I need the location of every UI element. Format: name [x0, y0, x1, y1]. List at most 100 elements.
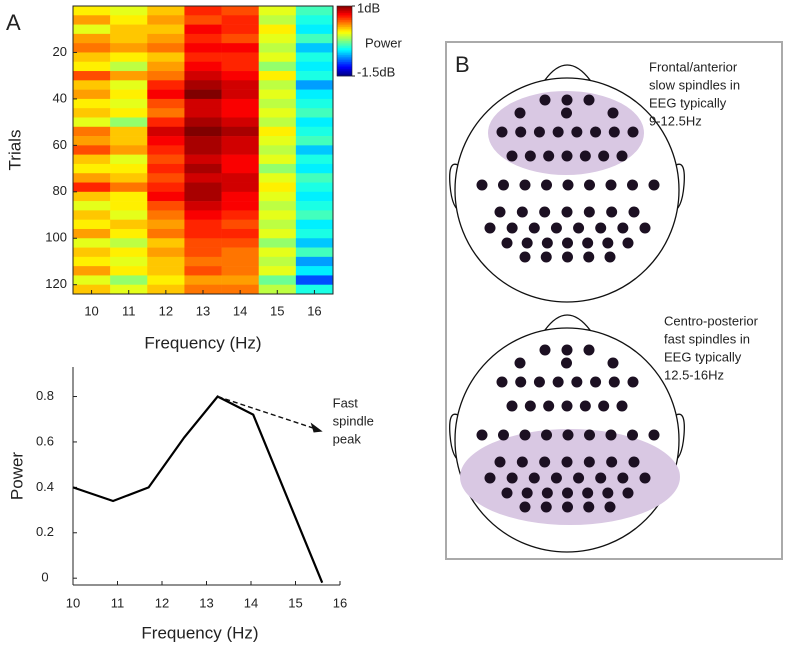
x-tick-label: 11 [111, 595, 125, 610]
arrow-head [310, 422, 323, 433]
heatmap-cell [147, 210, 185, 220]
heatmap-cell [73, 80, 111, 90]
heatmap-cell [184, 219, 222, 230]
electrode [608, 376, 620, 388]
heatmap-cell [221, 247, 260, 258]
electrode [573, 472, 585, 484]
heatmap-cell [184, 117, 222, 128]
colorbar-step [337, 7, 352, 10]
colorbar-step [337, 39, 352, 42]
heatmap-cell [221, 210, 260, 220]
electrode [543, 400, 555, 412]
heatmap-cell [295, 33, 334, 44]
heatmap-cell [73, 228, 111, 239]
electrode [648, 179, 660, 191]
colorbar-step [337, 27, 352, 30]
heatmap-cell [147, 61, 185, 72]
electrode [583, 94, 595, 106]
heatmap-cell [147, 275, 185, 286]
electrode [521, 237, 533, 249]
heatmap-cell [184, 108, 222, 118]
electrode [519, 429, 531, 441]
heatmap-cell [110, 201, 148, 211]
heatmap-cell [295, 89, 334, 100]
electrode [514, 357, 526, 369]
annotation: spindle [333, 413, 374, 428]
electrode [539, 206, 551, 218]
heatmap-cell [184, 266, 222, 276]
panel-label: B [455, 52, 470, 77]
heatmap-cell [295, 24, 334, 35]
heatmap-cell [73, 182, 111, 193]
heatmap-cell [184, 163, 222, 174]
heatmap-cell [73, 145, 111, 155]
heatmap-cell [258, 219, 297, 230]
heatmap-cell [110, 98, 148, 109]
electrode [606, 456, 618, 468]
electrode [583, 501, 595, 513]
electrode [604, 501, 616, 513]
heatmap-cell [295, 219, 334, 230]
heatmap-cell [110, 43, 148, 53]
x-tick-label: 13 [196, 303, 210, 318]
heatmap-cell [73, 71, 111, 81]
heatmap-cell [295, 210, 334, 220]
heatmap-cell [184, 33, 222, 44]
heatmap-cell [258, 80, 297, 90]
electrode [506, 400, 518, 412]
colorbar-step [337, 49, 352, 52]
heatmap-cell [184, 284, 222, 295]
heatmap-cell [184, 182, 222, 193]
heatmap-cell [258, 24, 297, 35]
head-note: fast spindles in [664, 331, 750, 346]
electrode [582, 237, 594, 249]
heatmap-cell [295, 52, 334, 63]
electrode [583, 251, 595, 263]
heatmap-cell [295, 275, 334, 286]
electrode [562, 237, 573, 249]
head-note: 9-12.5Hz [649, 113, 702, 128]
heatmap-cell [110, 275, 148, 286]
electrode [595, 222, 607, 234]
electrode [539, 456, 551, 468]
electrode [498, 429, 509, 441]
electrode [605, 179, 617, 191]
heatmap-cell [147, 284, 185, 295]
electrode [494, 206, 506, 218]
colorbar-step [337, 28, 352, 31]
colorbar-step [337, 62, 352, 65]
x-axis-label: Frequency (Hz) [144, 333, 261, 352]
heatmap-cell [147, 145, 185, 155]
y-tick-label: 60 [53, 137, 67, 152]
x-tick-label: 14 [244, 595, 258, 610]
heatmap-cell [184, 256, 222, 267]
heatmap-cell [110, 238, 148, 248]
electrode [562, 501, 573, 513]
heatmap-cell [184, 145, 222, 155]
electrode [515, 376, 527, 388]
colorbar-step [337, 60, 352, 63]
heatmap-cell [110, 163, 148, 174]
heatmap-cell [258, 52, 297, 63]
electrode [608, 126, 620, 138]
heatmap-cell [147, 80, 185, 90]
colorbar-step [337, 53, 352, 56]
heatmap-cell [147, 201, 185, 211]
annotation-arrow [217, 395, 315, 430]
electrode [583, 344, 595, 356]
heatmap-cell [110, 247, 148, 258]
electrode [590, 126, 602, 138]
heatmap-cell [184, 210, 222, 220]
colorbar-step [337, 56, 352, 59]
colorbar-step [337, 37, 352, 40]
y-tick-label: 120 [45, 276, 67, 291]
colorbar-step [337, 25, 352, 28]
heatmap-cell [73, 247, 111, 258]
heatmap-cell [258, 71, 297, 81]
heatmap-cell [221, 108, 260, 118]
heatmap-cell [147, 126, 185, 137]
heatmap-cell [295, 71, 334, 81]
panel-frame [445, 41, 783, 560]
heatmap-cell [295, 182, 334, 193]
colorbar-step [337, 14, 352, 17]
